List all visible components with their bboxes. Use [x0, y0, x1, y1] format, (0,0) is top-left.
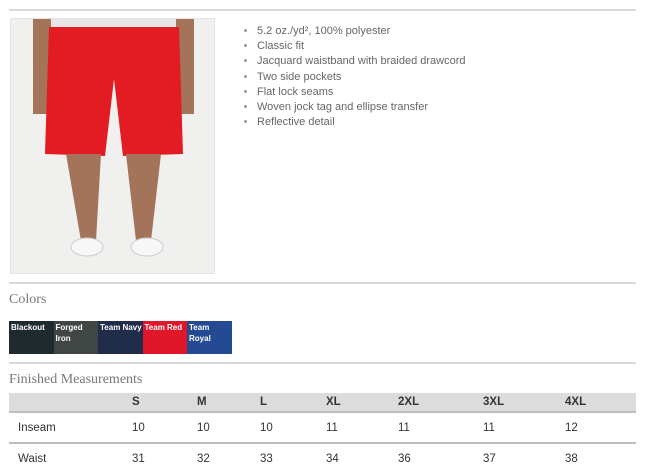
size-header: S — [132, 393, 197, 413]
cell: 38 — [565, 452, 578, 465]
cell: 36 — [398, 452, 411, 465]
cell: 10 — [197, 412, 260, 444]
swatch-team-navy[interactable]: Team Navy — [98, 321, 143, 354]
size-header: XL — [326, 393, 398, 413]
feature-item: Woven jock tag and ellipse transfer — [257, 100, 466, 115]
table-header-row: S M L XL 2XL 3XL 4XL — [9, 393, 636, 413]
size-header: M — [197, 393, 260, 413]
feature-item: Two side pockets — [257, 70, 466, 85]
cell: 33 — [260, 452, 273, 465]
feature-item: Classic fit — [257, 39, 466, 54]
product-image — [10, 18, 215, 274]
swatch-forged-iron[interactable]: Forged Iron — [53, 321, 98, 354]
feature-item: Reflective detail — [257, 115, 466, 130]
feature-item: Flat lock seams — [257, 85, 466, 100]
cell: 34 — [326, 452, 339, 465]
swatch-team-royal[interactable]: Team Royal — [187, 321, 232, 354]
cell: 10 — [260, 412, 326, 444]
cell: 11 — [326, 412, 398, 444]
cell: 11 — [483, 412, 565, 444]
size-header: 4XL — [565, 393, 636, 413]
swatch-team-red[interactable]: Team Red — [142, 321, 187, 354]
swatch-blackout[interactable]: Blackout — [9, 321, 54, 354]
size-header: 2XL — [398, 393, 483, 413]
cell: 31 — [132, 452, 145, 465]
divider — [9, 282, 636, 284]
row-label: Waist — [18, 452, 47, 465]
cell: 37 — [483, 452, 496, 465]
feature-item: 5.2 oz./yd², 100% polyester — [257, 24, 466, 39]
row-label: Inseam — [9, 412, 132, 444]
divider — [9, 362, 636, 364]
cell: 12 — [565, 412, 636, 444]
measurements-table: S M L XL 2XL 3XL 4XL Inseam 10 10 10 11 … — [9, 393, 636, 473]
cell: 10 — [132, 412, 197, 444]
feature-list: 5.2 oz./yd², 100% polyester Classic fit … — [243, 24, 466, 130]
cell: 11 — [398, 412, 483, 444]
size-header: 3XL — [483, 393, 565, 413]
table-row: Waist 31 32 33 34 36 37 38 — [9, 443, 636, 473]
shorts-photo-icon — [33, 19, 194, 257]
colors-heading: Colors — [9, 292, 47, 307]
feature-item: Jacquard waistband with braided drawcord — [257, 54, 466, 69]
cell: 32 — [197, 452, 210, 465]
color-swatches: Blackout Forged Iron Team Navy Team Red … — [9, 321, 232, 354]
table-row: Inseam 10 10 10 11 11 11 12 — [9, 412, 636, 444]
size-header: L — [260, 393, 326, 413]
top-divider — [9, 9, 636, 11]
measurements-heading: Finished Measurements — [9, 372, 143, 387]
